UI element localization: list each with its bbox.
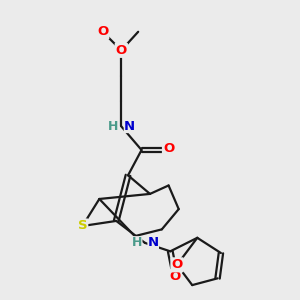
- Text: N: N: [148, 236, 159, 249]
- Text: N: N: [124, 120, 135, 133]
- Text: S: S: [78, 220, 87, 232]
- Text: O: O: [170, 270, 181, 283]
- Text: H: H: [108, 120, 118, 133]
- Text: O: O: [163, 142, 174, 155]
- Text: O: O: [116, 44, 127, 57]
- Text: H: H: [132, 236, 142, 249]
- Text: O: O: [97, 25, 108, 38]
- Text: O: O: [171, 258, 183, 271]
